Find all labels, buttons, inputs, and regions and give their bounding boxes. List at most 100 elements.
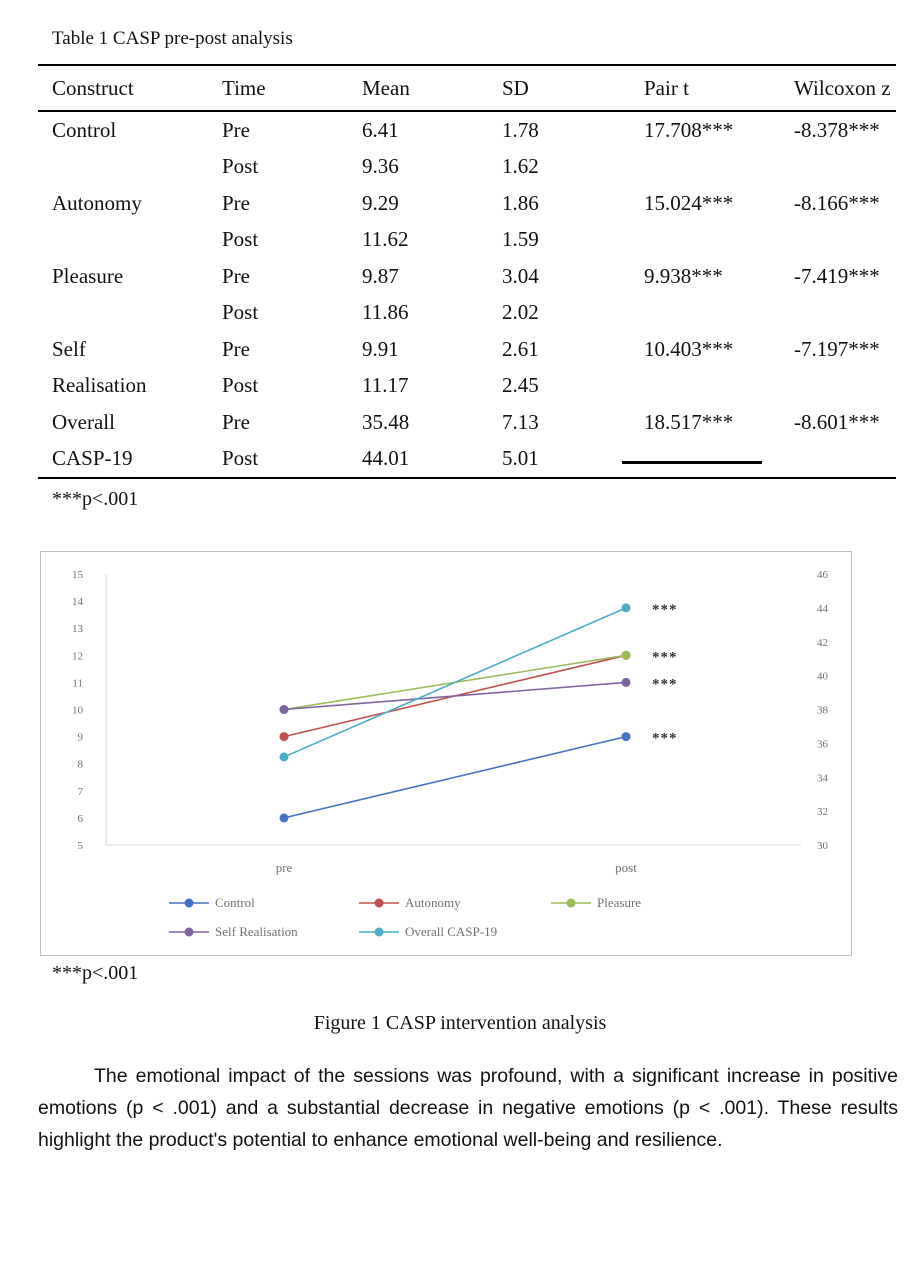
cell-pair-t: 18.517*** [644,409,734,434]
casp-table: Construct Time Mean SD Pair t Wilcoxon z… [38,64,896,479]
data-point [621,732,631,742]
cell-mean: 11.17 [362,373,409,398]
body-paragraph: The emotional impact of the sessions was… [38,1060,898,1156]
table-row: CASP-19 Post 44.01 5.01 [38,440,896,479]
right-axis-tick-label: 44 [817,603,829,615]
header-pair-t: Pair t [644,64,794,112]
cell-wilcoxon-z: -8.378*** [794,117,880,142]
left-axis-tick-label: 10 [72,705,84,717]
cell-construct: Self [52,336,86,361]
series-line [283,681,627,711]
left-axis-tick-label: 13 [72,623,84,635]
header-construct: Construct [38,64,222,112]
cell-sd: 1.78 [502,117,539,142]
cell-time: Post [222,154,259,179]
left-axis-tick-label: 8 [78,759,84,771]
series-line [283,735,627,819]
header-wilcoxon-z: Wilcoxon z [794,64,896,112]
cell-pair-t: 9.938*** [644,263,723,288]
cell-mean: 11.62 [362,227,409,252]
cell-pair-t [644,368,794,405]
legend-marker [184,898,194,908]
cell-sd: 1.62 [502,154,539,179]
data-point [621,677,631,687]
cell-pair-t [644,295,794,332]
cell-time: Pre [222,263,250,288]
left-axis-tick-label: 9 [78,732,84,744]
right-axis-tick-label: 40 [817,671,829,683]
header-mean: Mean [362,64,502,112]
cell-time: Post [222,440,362,479]
cell-construct: Overall [52,409,115,434]
cell-sd: 7.13 [502,409,539,434]
legend-label: Self Realisation [215,924,298,939]
left-axis-tick-label: 11 [72,677,83,689]
cell-construct: Autonomy [52,190,142,215]
data-point [621,603,631,613]
line-chart: 5 6 7 8 9 10 11 12 13 14 15 30 32 34 36 38 40 42 44 46 pre po… [72,569,829,939]
legend-marker [184,927,194,937]
right-axis-tick-label: 46 [817,569,829,581]
table-row: Post 11.86 2.02 [38,295,896,332]
figure-caption: Figure 1 CASP intervention analysis [313,1012,607,1034]
cell-pair-t [644,222,794,259]
cell-wilcoxon-z: -7.197*** [794,336,880,361]
table-row: Post 9.36 1.62 [38,149,896,186]
figure-footnote: ***p<.001 [52,962,139,984]
legend-label: Pleasure [597,895,641,910]
cell-pair-t: 17.708*** [644,117,734,142]
cell-wilcoxon-z: -7.419*** [794,263,880,288]
legend-label: Autonomy [405,895,461,910]
legend-marker [566,898,576,908]
data-point [279,732,289,742]
cell-sd: 2.61 [502,336,539,361]
data-point [279,813,289,823]
significance-label: *** [652,676,678,692]
left-axis-tick-label: 15 [72,569,84,581]
left-axis-tick-label: 12 [72,650,83,662]
right-axis-tick-label: 38 [817,705,829,717]
cell-construct: CASP-19 [38,440,222,479]
significance-label: *** [652,602,678,618]
table-row: Overall Pre 35.48 7.13 18.517*** -8.601*** [38,404,896,441]
cell-time: Post [222,227,259,252]
cell-time: Pre [222,190,250,215]
cell-mean: 9.87 [362,263,399,288]
cell-sd: 1.59 [502,227,539,252]
chart-frame: 5 6 7 8 9 10 11 12 13 14 15 30 32 34 36 38 40 42 44 46 pre po… [40,551,852,956]
cell-mean: 44.01 [362,440,502,479]
table-header-row: Construct Time Mean SD Pair t Wilcoxon z [38,64,896,112]
cell-wilcoxon-z [794,222,896,259]
legend-marker [374,927,384,937]
left-axis-tick-label: 6 [78,813,84,825]
legend-marker [374,898,384,908]
cell-wilcoxon-z: -8.601*** [794,409,880,434]
cell-wilcoxon-z [794,440,896,479]
cell-pair-t [644,149,794,186]
table-caption: Table 1 CASP pre-post analysis [52,28,293,49]
right-axis-tick-label: 32 [817,806,828,818]
significance-label: *** [652,731,678,747]
x-axis-tick-label: post [615,860,637,875]
table-footnote: ***p<.001 [52,488,139,510]
table-row: Self Pre 9.91 2.61 10.403*** -7.197*** [38,331,896,368]
cell-construct [38,295,222,332]
cell-wilcoxon-z [794,149,896,186]
cell-construct [38,149,222,186]
cell-pair-t [644,440,794,479]
right-axis-tick-label: 34 [817,772,829,784]
data-point [621,650,631,660]
cell-wilcoxon-z [794,295,896,332]
data-point [279,752,289,762]
left-axis-tick-label: 7 [78,786,84,798]
table-row: Pleasure Pre 9.87 3.04 9.938*** -7.419*** [38,258,896,295]
x-axis-tick-label: pre [276,860,293,875]
cell-time: Pre [222,336,250,361]
body-paragraph-text: The emotional impact of the sessions was… [38,1065,898,1151]
cell-sd: 1.86 [502,190,539,215]
cell-construct: Pleasure [52,263,124,288]
cell-mean: 35.48 [362,409,410,434]
cell-mean: 9.29 [362,190,399,215]
table-row: Post 11.62 1.59 [38,222,896,259]
table-row: Control Pre 6.41 1.78 17.708*** -8.378*** [38,111,896,149]
